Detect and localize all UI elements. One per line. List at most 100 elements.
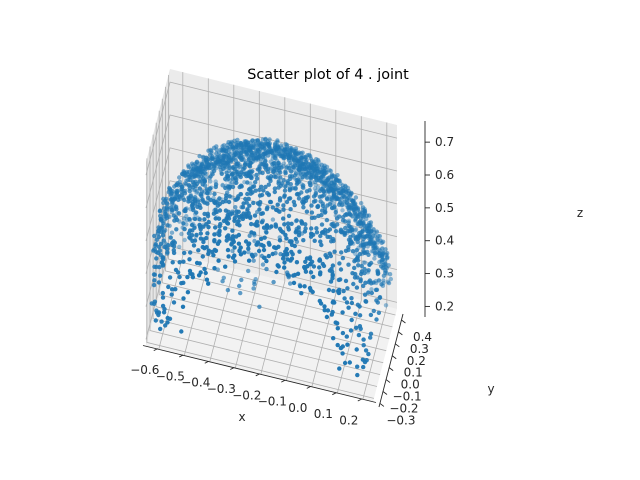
scatter-point [353, 227, 359, 232]
scatter-point [335, 342, 340, 348]
scatter-point [156, 225, 161, 230]
grid-line-y [155, 122, 384, 364]
scatter-point [152, 272, 157, 277]
scatter-point [388, 276, 393, 282]
scatter-point [256, 148, 261, 153]
scatter-point [281, 178, 286, 183]
scatter-point [152, 233, 157, 239]
scatter-point [307, 285, 313, 291]
scatter-point [281, 207, 286, 212]
scatter-point [235, 137, 240, 143]
scatter-point [194, 210, 199, 215]
scatter-point [161, 238, 166, 243]
scatter-point [204, 187, 209, 192]
scatter-point [244, 213, 249, 219]
scatter-point [359, 201, 364, 206]
scatter-point [251, 231, 257, 236]
scatter-point [196, 174, 202, 179]
scatter-point [158, 326, 163, 332]
scatter-point [202, 211, 207, 217]
scatter-point [204, 235, 209, 241]
scatter-point [376, 271, 381, 276]
scatter-point [253, 180, 258, 185]
scatter-point [164, 200, 169, 206]
scatter-point [259, 145, 265, 150]
scatter-point [264, 162, 269, 168]
scatter-point [223, 264, 228, 269]
scatter-point [320, 203, 326, 209]
scatter-point [374, 298, 379, 303]
grid-line-y [152, 134, 381, 375]
scatter-point [233, 205, 238, 210]
scatter-point [213, 225, 218, 230]
grid-line-x [183, 78, 209, 356]
scatter-point [211, 168, 217, 174]
scatter-point [309, 226, 314, 231]
scatter-point [246, 241, 252, 246]
scatter-point [335, 173, 340, 178]
scatter-point [217, 208, 223, 213]
scatter-point [346, 262, 351, 267]
x-tick-mark [357, 398, 362, 402]
scatter-point [206, 224, 211, 230]
scatter-point [260, 211, 265, 216]
scatter-point [266, 192, 271, 197]
scatter-point [327, 189, 332, 194]
scatter-point [346, 205, 351, 210]
scatter-point [373, 250, 378, 256]
scatter-point [325, 197, 330, 202]
scatter-point [291, 165, 297, 170]
scatter-point [224, 238, 229, 243]
scatter-point [334, 216, 340, 221]
scatter-point [371, 244, 376, 249]
scatter-point [257, 170, 263, 175]
scatter-point [294, 228, 299, 234]
scatter-point [294, 218, 299, 223]
scatter-point [289, 249, 294, 255]
scatter-point [323, 209, 328, 214]
scatter-point [193, 197, 198, 202]
scatter-point [318, 239, 323, 244]
scatter-point [366, 290, 371, 295]
scatter-point [222, 163, 227, 169]
y-tick-mark [398, 331, 403, 336]
scatter-point [167, 275, 173, 280]
x-tick-label: −0.6 [130, 363, 159, 377]
scatter-point [267, 141, 272, 146]
scatter-point [153, 242, 158, 247]
grid-line-z [145, 147, 398, 241]
scatter-point [187, 196, 192, 201]
scatter-point [246, 246, 251, 251]
scatter-point [177, 175, 182, 180]
scatter-point [355, 364, 360, 369]
scatter-point [339, 250, 344, 255]
scatter-point [298, 284, 303, 289]
scatter-point [194, 159, 200, 164]
scatter-point [289, 147, 294, 153]
scatter-point [310, 158, 315, 163]
scatter-point [387, 272, 393, 277]
scatter-point [217, 196, 222, 201]
x-tick-mark [332, 392, 337, 396]
scatter-point [243, 162, 248, 167]
scatter-point [286, 155, 291, 161]
scatter-point [348, 328, 354, 333]
scatter-point [252, 213, 258, 218]
x-tick-label: −0.1 [258, 395, 287, 409]
scatter-point [355, 372, 360, 378]
scatter-point [197, 217, 202, 222]
scatter-point [376, 278, 382, 283]
scatter-point [157, 208, 163, 214]
scatter-point [329, 239, 334, 244]
scatter-point [208, 186, 213, 191]
scatter-point [217, 201, 222, 207]
scatter-point [183, 173, 189, 178]
scatter-point [337, 261, 342, 266]
scatter-point [157, 273, 163, 278]
scatter-point [246, 249, 251, 255]
scatter-point [205, 190, 210, 196]
scatter-point [227, 194, 232, 199]
scatter-point [368, 331, 374, 336]
scatter-point [257, 193, 263, 198]
